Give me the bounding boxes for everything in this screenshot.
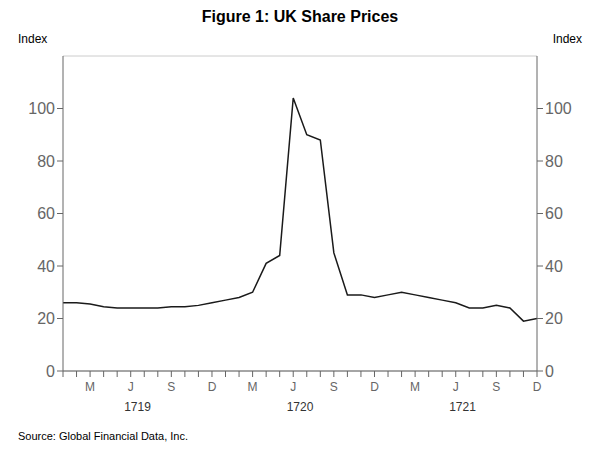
svg-text:1721: 1721: [449, 400, 476, 414]
svg-text:1719: 1719: [124, 400, 151, 414]
svg-text:20: 20: [37, 310, 55, 327]
svg-text:M: M: [85, 380, 95, 394]
svg-text:0: 0: [46, 363, 55, 380]
svg-text:M: M: [248, 380, 258, 394]
svg-text:80: 80: [545, 153, 563, 170]
svg-text:S: S: [492, 380, 500, 394]
svg-text:60: 60: [37, 205, 55, 222]
html-text:Index: Index: [18, 32, 48, 46]
svg-text:0: 0: [545, 363, 554, 380]
svg-text:D: D: [533, 380, 542, 394]
svg-text:60: 60: [545, 205, 563, 222]
svg-text:S: S: [167, 380, 175, 394]
svg-text:80: 80: [37, 153, 55, 170]
html-text:Figure 1: UK Share Prices: Figure 1: UK Share Prices: [201, 8, 399, 25]
svg-text:J: J: [128, 380, 134, 394]
html-text:Index: Index: [552, 32, 582, 46]
html-text:Source: Global Financial Data,: Source: Global Financial Data, Inc.: [18, 430, 188, 442]
svg-text:M: M: [410, 380, 420, 394]
svg-text:1720: 1720: [287, 400, 314, 414]
svg-text:J: J: [453, 380, 459, 394]
svg-text:100: 100: [28, 100, 55, 117]
svg-text:D: D: [208, 380, 217, 394]
svg-text:40: 40: [37, 258, 55, 275]
svg-text:100: 100: [545, 100, 572, 117]
svg-text:40: 40: [545, 258, 563, 275]
svg-text:S: S: [330, 380, 338, 394]
svg-text:20: 20: [545, 310, 563, 327]
svg-text:J: J: [290, 380, 296, 394]
svg-text:D: D: [370, 380, 379, 394]
